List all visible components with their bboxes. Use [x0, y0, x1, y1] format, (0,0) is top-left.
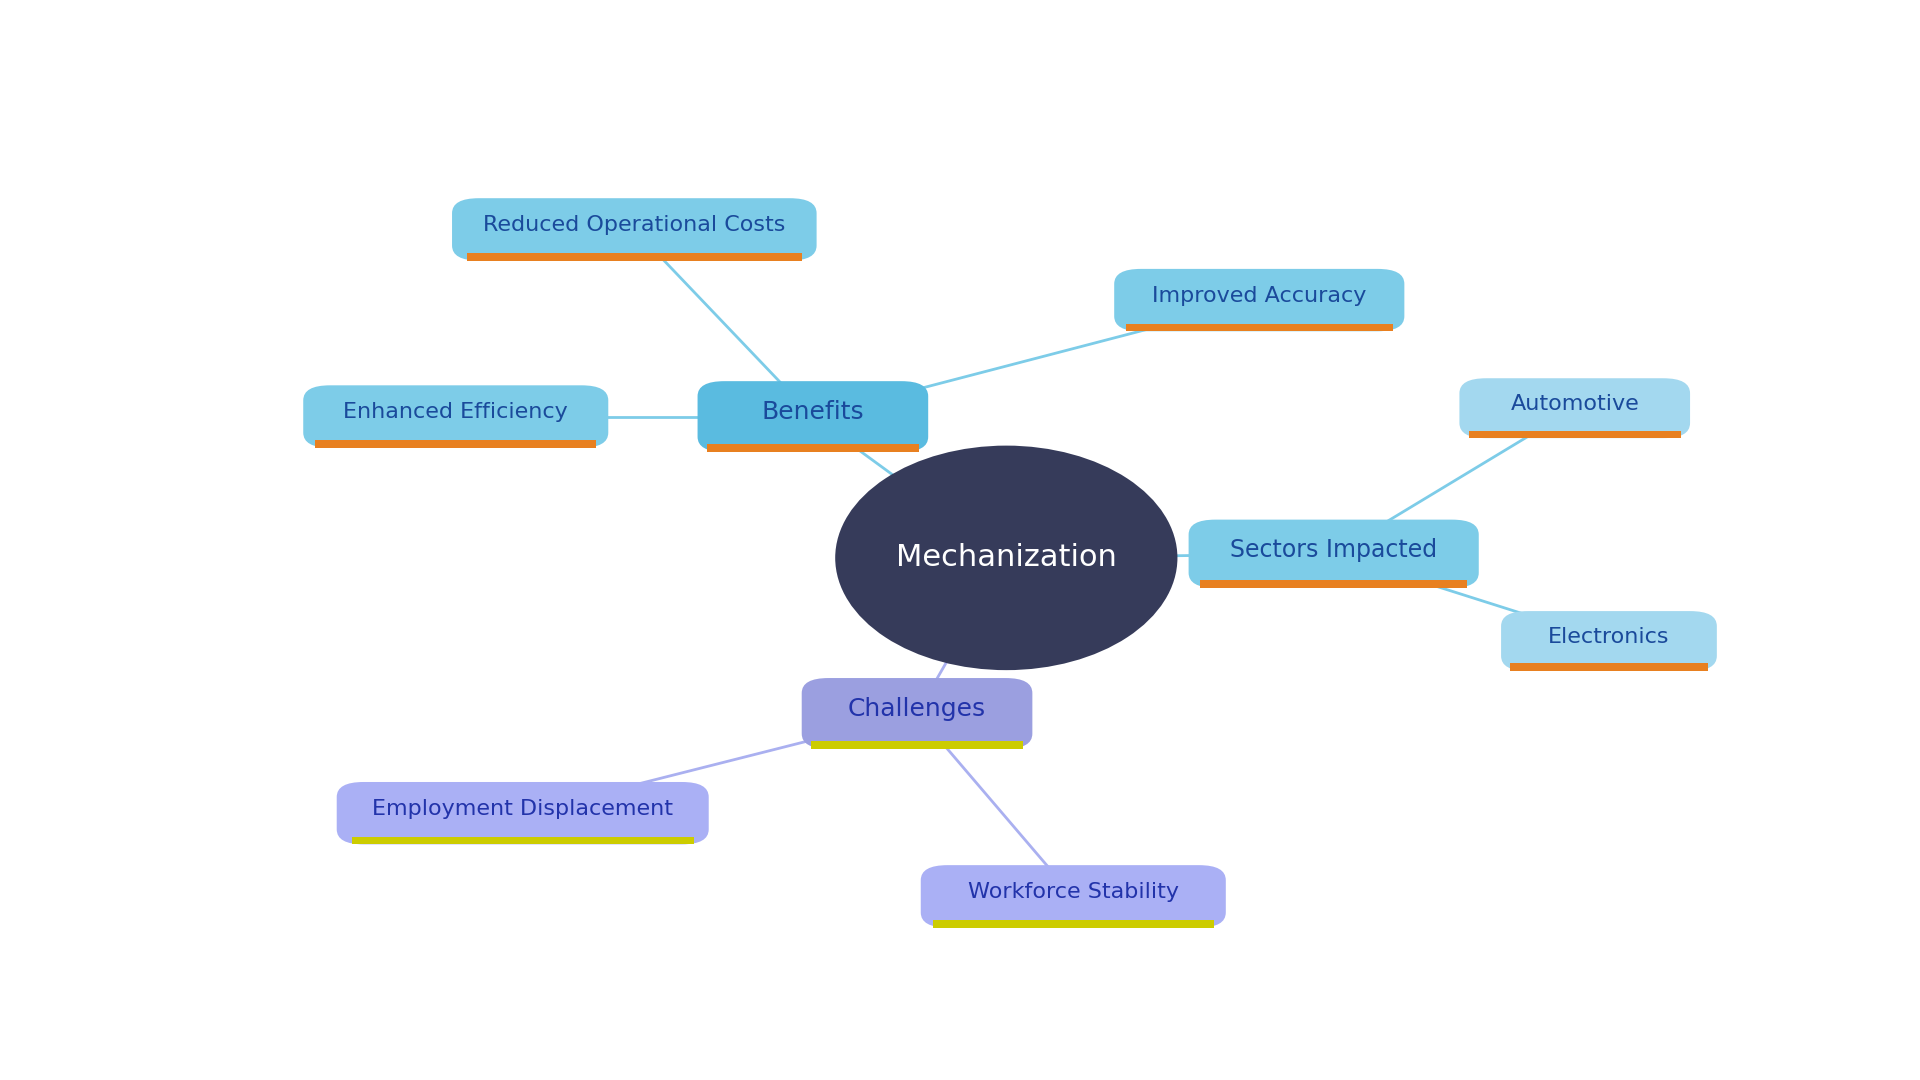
FancyBboxPatch shape: [1509, 663, 1709, 671]
Text: Enhanced Efficiency: Enhanced Efficiency: [344, 403, 568, 422]
FancyBboxPatch shape: [1459, 378, 1690, 438]
FancyBboxPatch shape: [707, 444, 920, 451]
Text: Benefits: Benefits: [762, 401, 864, 424]
FancyBboxPatch shape: [1469, 431, 1680, 438]
FancyBboxPatch shape: [1114, 269, 1404, 332]
Text: Automotive: Automotive: [1511, 394, 1640, 414]
FancyBboxPatch shape: [922, 865, 1225, 928]
FancyBboxPatch shape: [810, 741, 1023, 748]
Text: Mechanization: Mechanization: [897, 543, 1117, 572]
FancyBboxPatch shape: [803, 678, 1033, 748]
FancyBboxPatch shape: [467, 253, 803, 260]
Ellipse shape: [835, 446, 1177, 670]
Text: Sectors Impacted: Sectors Impacted: [1231, 538, 1438, 562]
Text: Workforce Stability: Workforce Stability: [968, 882, 1179, 902]
FancyBboxPatch shape: [1200, 580, 1467, 588]
FancyBboxPatch shape: [1188, 519, 1478, 588]
Text: Improved Accuracy: Improved Accuracy: [1152, 286, 1367, 306]
FancyBboxPatch shape: [697, 381, 927, 451]
FancyBboxPatch shape: [933, 920, 1213, 928]
Text: Challenges: Challenges: [849, 698, 987, 721]
FancyBboxPatch shape: [351, 837, 693, 845]
Text: Reduced Operational Costs: Reduced Operational Costs: [484, 215, 785, 235]
FancyBboxPatch shape: [1125, 324, 1392, 332]
FancyBboxPatch shape: [1501, 611, 1716, 671]
Text: Electronics: Electronics: [1548, 626, 1670, 647]
Text: Employment Displacement: Employment Displacement: [372, 799, 674, 819]
FancyBboxPatch shape: [315, 441, 595, 448]
FancyBboxPatch shape: [451, 199, 816, 260]
FancyBboxPatch shape: [303, 386, 609, 448]
FancyBboxPatch shape: [336, 782, 708, 845]
